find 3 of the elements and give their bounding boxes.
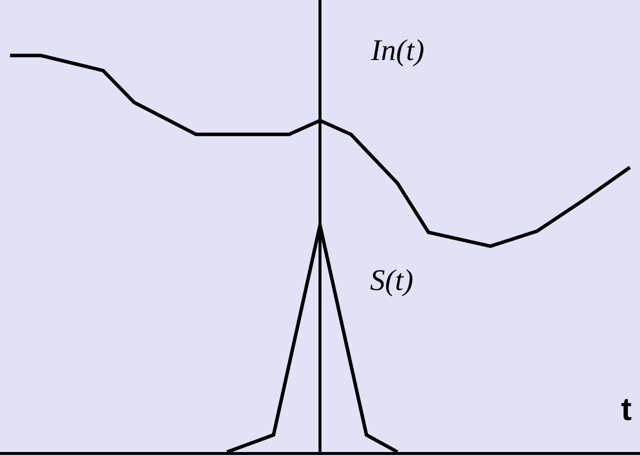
series-label: S(t): [370, 264, 414, 297]
x-axis-title: t: [621, 391, 632, 427]
text: In(t): [370, 34, 424, 67]
